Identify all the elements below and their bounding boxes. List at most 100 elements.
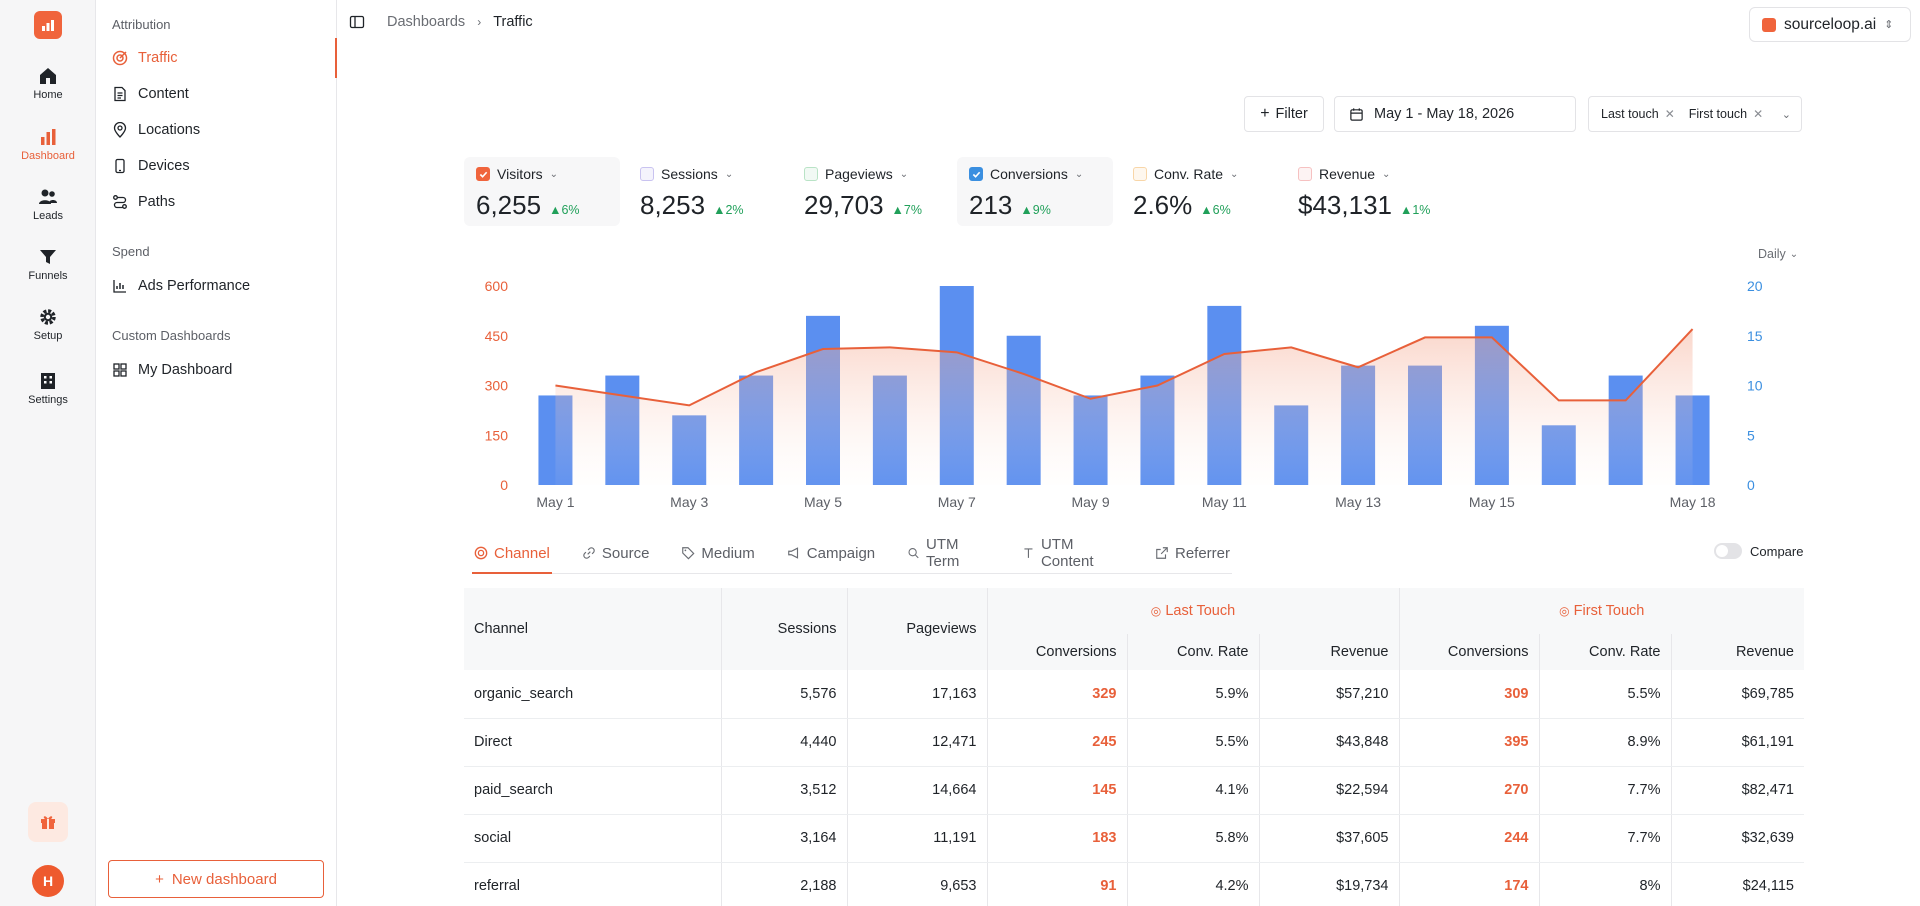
granularity-select[interactable]: Daily ⌄ bbox=[1758, 247, 1798, 261]
rail-item-leads[interactable]: Leads bbox=[0, 187, 96, 222]
avatar[interactable]: H bbox=[32, 865, 64, 897]
column-header-sessions[interactable]: Sessions bbox=[720, 588, 847, 670]
close-icon[interactable]: ✕ bbox=[1753, 107, 1764, 121]
gift-button[interactable] bbox=[28, 802, 68, 842]
chevron-down-icon[interactable]: ⌄ bbox=[724, 168, 734, 180]
model-chip-first-touch[interactable]: First touch ✕ bbox=[1685, 107, 1767, 121]
metric-value: $43,131 bbox=[1298, 190, 1392, 220]
metric-value: 29,703 bbox=[804, 190, 884, 220]
model-chip-last-touch[interactable]: Last touch ✕ bbox=[1597, 107, 1679, 121]
attribution-model-select[interactable]: Last touch ✕ First touch ✕ ⌄ bbox=[1588, 96, 1802, 132]
filter-button[interactable]: + Filter bbox=[1244, 96, 1324, 132]
table-cell: $57,210 bbox=[1258, 670, 1399, 719]
compare-toggle[interactable]: Compare bbox=[1714, 543, 1803, 559]
rail-item-dashboard[interactable]: Dashboard bbox=[0, 127, 96, 162]
sidebar-item-devices[interactable]: Devices bbox=[112, 152, 336, 180]
column-header-last-conversions[interactable]: Conversions bbox=[986, 634, 1127, 670]
rail-item-settings[interactable]: Settings bbox=[0, 371, 96, 406]
checkbox[interactable] bbox=[476, 167, 490, 181]
rail-item-label: Leads bbox=[33, 210, 63, 222]
toggle-switch[interactable] bbox=[1714, 543, 1742, 559]
sidebar-toggle-icon[interactable] bbox=[349, 14, 365, 30]
metric-label: Revenue bbox=[1319, 166, 1376, 182]
tab-label: Source bbox=[601, 544, 650, 562]
tab-source[interactable]: Source bbox=[580, 534, 652, 572]
table-cell: $24,115 bbox=[1670, 862, 1804, 906]
breadcrumb-root[interactable]: Dashboards bbox=[387, 14, 466, 30]
table-cell: $22,594 bbox=[1258, 766, 1399, 815]
metric-card-visitors[interactable]: Visitors ⌄ 6,255 ▲6% bbox=[464, 157, 620, 226]
top-bar: Dashboards › Traffic sourceloop.ai ⇕ bbox=[337, 0, 1920, 48]
x-tick-label: May 1 bbox=[536, 494, 574, 510]
date-range-picker[interactable]: May 1 - May 18, 2026 bbox=[1334, 96, 1576, 132]
metric-card-sessions[interactable]: Sessions ⌄ 8,253 ▲2% bbox=[628, 157, 784, 226]
tab-utm-term[interactable]: UTM Term bbox=[905, 534, 992, 572]
group-header-last-touch: ◎ Last Touch bbox=[986, 588, 1399, 634]
sidebar-item-label: Ads Performance bbox=[138, 278, 251, 294]
rail-item-funnels[interactable]: Funnels bbox=[0, 247, 96, 282]
table-cell: 4.1% bbox=[1126, 766, 1259, 815]
compare-label: Compare bbox=[1750, 543, 1804, 559]
new-dashboard-button[interactable]: + New dashboard bbox=[108, 860, 324, 898]
area-visitors bbox=[555, 329, 1693, 485]
table-row[interactable]: Direct 4,440 12,471 245 5.5% $43,848 395 8.9% $6… bbox=[464, 718, 1804, 767]
metric-card-conversions[interactable]: Conversions ⌄ 213 ▲9% bbox=[957, 157, 1113, 226]
chevron-down-icon[interactable]: ⌄ bbox=[1781, 108, 1791, 121]
column-header-first-conversions[interactable]: Conversions bbox=[1398, 634, 1539, 670]
rail-item-setup[interactable]: Setup bbox=[0, 307, 96, 342]
channel-name-cell: social bbox=[464, 814, 721, 863]
table-row[interactable]: referral 2,188 9,653 91 4.2% $19,734 174 8% $24,… bbox=[464, 862, 1804, 906]
y-right-tick-label: 0 bbox=[1747, 477, 1755, 493]
column-header-pageviews[interactable]: Pageviews bbox=[846, 588, 987, 670]
column-header-first-conv-rate[interactable]: Conv. Rate bbox=[1538, 634, 1671, 670]
app-logo[interactable] bbox=[34, 11, 62, 39]
checkbox[interactable] bbox=[1298, 167, 1312, 181]
rail-item-home[interactable]: Home bbox=[0, 66, 96, 101]
chevron-down-icon[interactable]: ⌄ bbox=[1382, 168, 1391, 180]
table-row[interactable]: organic_search 5,576 17,163 329 5.9% $57,210 3… bbox=[464, 670, 1804, 719]
column-header-first-revenue[interactable]: Revenue bbox=[1670, 634, 1804, 670]
org-switcher[interactable]: sourceloop.ai ⇕ bbox=[1749, 7, 1911, 42]
metric-card-revenue[interactable]: Revenue ⌄ $43,131 ▲1% bbox=[1286, 157, 1456, 226]
table-cell: 145 bbox=[986, 766, 1127, 815]
chevron-down-icon[interactable]: ⌄ bbox=[1230, 168, 1239, 180]
sidebar-item-paths[interactable]: Paths bbox=[112, 188, 336, 216]
arrow-up-icon: ▲ bbox=[1200, 203, 1213, 217]
metric-delta: ▲9% bbox=[1020, 203, 1050, 217]
table-cell: 14,664 bbox=[846, 766, 987, 815]
checkbox[interactable] bbox=[969, 167, 983, 181]
checkbox[interactable] bbox=[1133, 167, 1147, 181]
checkbox[interactable] bbox=[640, 167, 654, 181]
metric-card-conv-rate[interactable]: Conv. Rate ⌄ 2.6% ▲6% bbox=[1121, 157, 1277, 226]
metric-header: Sessions ⌄ bbox=[640, 166, 772, 182]
table-cell: 5.5% bbox=[1538, 670, 1671, 719]
tab-campaign[interactable]: Campaign bbox=[785, 534, 877, 572]
table-row[interactable]: social 3,164 11,191 183 5.8% $37,605 244 7.7% $3… bbox=[464, 814, 1804, 863]
sidebar-item-locations[interactable]: Locations bbox=[112, 116, 336, 144]
close-icon[interactable]: ✕ bbox=[1664, 107, 1675, 121]
chevron-down-icon[interactable]: ⌄ bbox=[899, 168, 909, 180]
tab-referrer[interactable]: Referrer bbox=[1153, 534, 1232, 572]
tab-medium[interactable]: Medium bbox=[679, 534, 756, 572]
chevron-down-icon[interactable]: ⌄ bbox=[1074, 168, 1084, 180]
chevron-down-icon[interactable]: ⌄ bbox=[549, 168, 559, 180]
metric-delta-value: 2% bbox=[725, 203, 744, 217]
secondary-sidebar: Attribution Traffic Content Locations De… bbox=[96, 0, 337, 906]
sidebar-item-content[interactable]: Content bbox=[112, 80, 336, 108]
table-cell: 4.2% bbox=[1126, 862, 1259, 906]
tab-utm-content[interactable]: UTM Content bbox=[1020, 534, 1125, 572]
sidebar-item-ads-performance[interactable]: Ads Performance bbox=[112, 272, 336, 300]
metric-card-pageviews[interactable]: Pageviews ⌄ 29,703 ▲7% bbox=[792, 157, 948, 226]
sidebar-item-label: Paths bbox=[138, 194, 176, 210]
chevron-right-icon: › bbox=[477, 15, 482, 29]
column-header-last-revenue[interactable]: Revenue bbox=[1258, 634, 1399, 670]
column-header-last-conv-rate[interactable]: Conv. Rate bbox=[1126, 634, 1259, 670]
tab-channel[interactable]: Channel bbox=[472, 534, 552, 574]
metric-label: Conv. Rate bbox=[1154, 166, 1223, 182]
table-row[interactable]: paid_search 3,512 14,664 145 4.1% $22,594 270 7… bbox=[464, 766, 1804, 815]
metric-value-row: 213 ▲9% bbox=[969, 190, 1101, 221]
column-header-channel[interactable]: Channel bbox=[464, 588, 721, 670]
sidebar-item-my-dashboard[interactable]: My Dashboard bbox=[112, 356, 336, 384]
checkbox[interactable] bbox=[804, 167, 818, 181]
sidebar-item-traffic[interactable]: Traffic bbox=[112, 38, 337, 78]
